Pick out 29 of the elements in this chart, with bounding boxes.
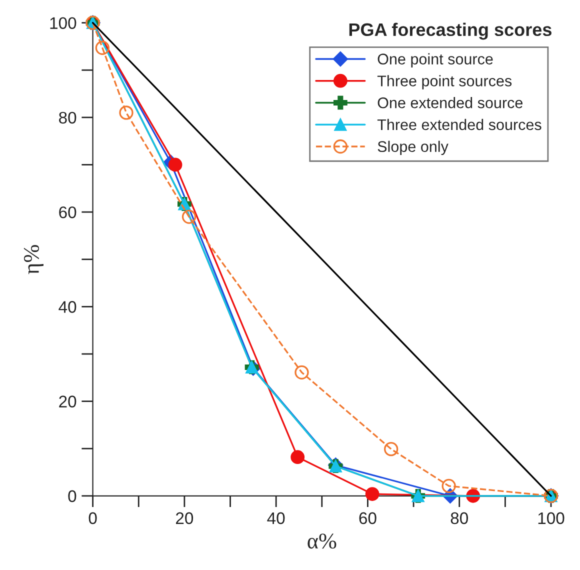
y-tick-label: 100 [50,17,76,30]
legend-label: Three point sources [377,75,512,90]
point [119,106,134,120]
y-tick-label: 80 [59,112,76,124]
x-tick-label: 0 [88,512,97,524]
point [442,478,456,494]
point [168,158,182,172]
x-tick-label: 100 [538,512,564,524]
x-tick-label: 40 [267,512,285,524]
legend-label: Three extended sources [377,118,542,130]
y-tick-label: 0 [68,490,76,502]
point [365,487,380,501]
x-tick-label: 20 [176,512,194,524]
y-tick-label: 60 [59,206,76,218]
x-tick-label: 80 [450,512,468,524]
y-tick-label: 20 [59,396,76,408]
point [384,442,398,456]
x-axis-title: α% [308,534,336,549]
legend-label: Slope only [378,140,448,156]
point [294,365,309,380]
point [290,450,305,464]
point [95,40,110,55]
point [182,210,196,224]
x-tick-label: 60 [359,512,376,524]
y-axis-title: η% [24,245,44,274]
chart-title: PGA forecasting scores [349,22,552,40]
legend-label: One extended source [378,97,522,108]
y-tick-label: 40 [58,301,76,313]
legend-label: One point source [378,53,493,68]
